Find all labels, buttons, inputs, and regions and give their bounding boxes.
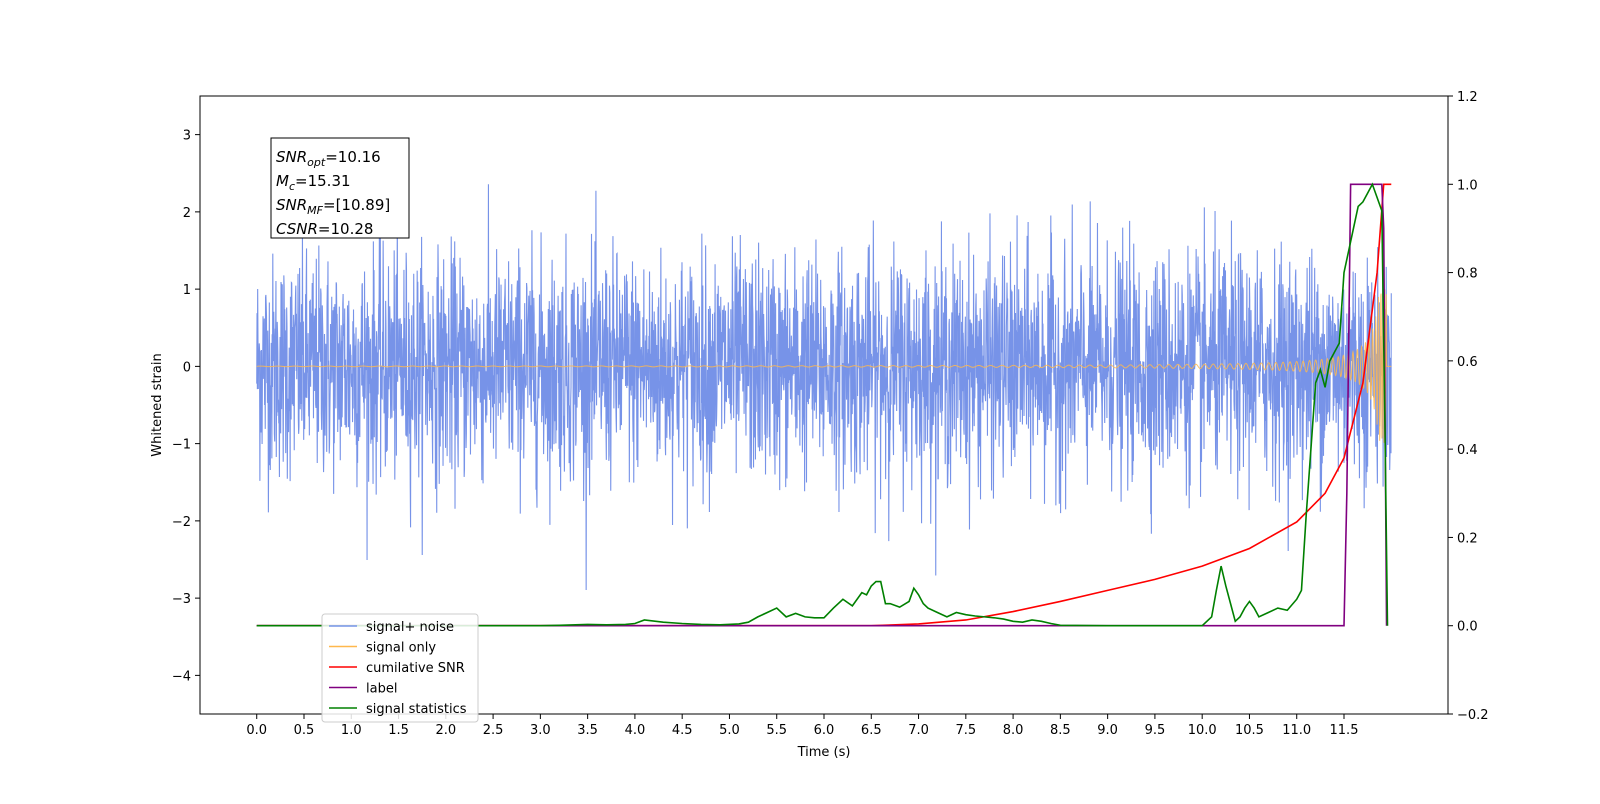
legend-entry-label: signal statistics [366,702,467,717]
x-tick-label: 3.0 [530,723,551,738]
x-tick-label: 3.5 [577,723,598,738]
x-tick-label: 4.0 [625,723,646,738]
y-axis-right: 1.2 1.0 0.8 0.6 0.4 0.2 0.0 −0.2 [1448,90,1489,723]
y-tick-label: 0 [183,360,191,375]
x-tick-label: 1.5 [388,723,409,738]
x-tick-label: 11.5 [1330,723,1359,738]
annotation-line: CSNR=10.28 [276,220,373,238]
legend: signal+ noise signal only cumilative SNR la… [321,613,479,723]
annotation-line: SNRopt=10.16 [276,148,381,169]
y2-tick-label: 0.6 [1457,355,1478,370]
y-tick-label: 1 [183,283,191,298]
x-tick-label: 2.0 [435,723,456,738]
x-tick-label: 2.5 [483,723,504,738]
y-tick-label: 3 [183,129,191,144]
x-tick-label: 7.0 [908,723,929,738]
x-tick-label: 1.0 [341,723,362,738]
series-layer [256,182,1392,627]
x-tick-label: 7.5 [955,723,976,738]
y-tick-label: −1 [172,438,191,453]
x-tick-label: 6.5 [861,723,882,738]
x-tick-label: 10.0 [1188,723,1217,738]
x-tick-label: 9.0 [1097,723,1118,738]
series-cumulative-snr-line [256,183,1392,627]
legend-frame [321,613,479,723]
y2-tick-label: 0.4 [1457,443,1478,458]
annotation-box: SNRopt=10.16 Mc=15.31 SNRMF=[10.89] CSNR=10… [270,137,410,239]
annotation-line: Mc=15.31 [276,172,351,193]
x-tick-label: 8.5 [1050,723,1071,738]
y-axis-left: 3 2 1 0 −1 −2 −3 −4 [172,129,200,684]
legend-entry-label: cumilative SNR [366,661,465,676]
annotation-frame [270,137,410,239]
x-tick-label: 0.5 [294,723,315,738]
series-label-line [256,183,1388,627]
annotation-line: SNRMF=[10.89] [276,196,390,217]
y2-tick-label: 0.2 [1457,531,1478,546]
x-axis: 0.0 0.5 1.0 1.5 2.0 2.5 3.0 3.5 4.0 4.5 5.0 5.5 6.0 6… [246,714,1358,738]
y-tick-label: 2 [183,206,191,221]
x-axis-label: Time (s) [797,745,851,760]
y-tick-label: −2 [172,515,191,530]
x-tick-label: 11.0 [1282,723,1311,738]
series-signal-only-line [256,289,1392,443]
y2-tick-label: −0.2 [1457,708,1489,723]
x-tick-label: 5.5 [766,723,787,738]
x-tick-label: 9.5 [1145,723,1166,738]
y2-tick-label: 1.2 [1457,90,1478,105]
x-tick-label: 0.0 [246,723,267,738]
series-signal-statistics-line [256,182,1389,627]
y-tick-label: −4 [172,669,191,684]
x-tick-label: 8.0 [1003,723,1024,738]
y2-tick-label: 0.8 [1457,267,1478,282]
series-signal-noise-line [256,184,1392,591]
y-tick-label: −3 [172,592,191,607]
y-axis-label: Whitened strain [150,353,165,456]
x-tick-label: 5.0 [719,723,740,738]
x-tick-label: 6.0 [814,723,835,738]
legend-entry-label: signal+ noise [366,620,454,635]
legend-entry-label: signal only [366,641,436,656]
y2-tick-label: 0.0 [1457,620,1478,635]
x-tick-label: 10.5 [1235,723,1264,738]
y2-tick-label: 1.0 [1457,178,1478,193]
x-tick-label: 4.5 [672,723,693,738]
legend-entry-label: label [366,682,397,697]
